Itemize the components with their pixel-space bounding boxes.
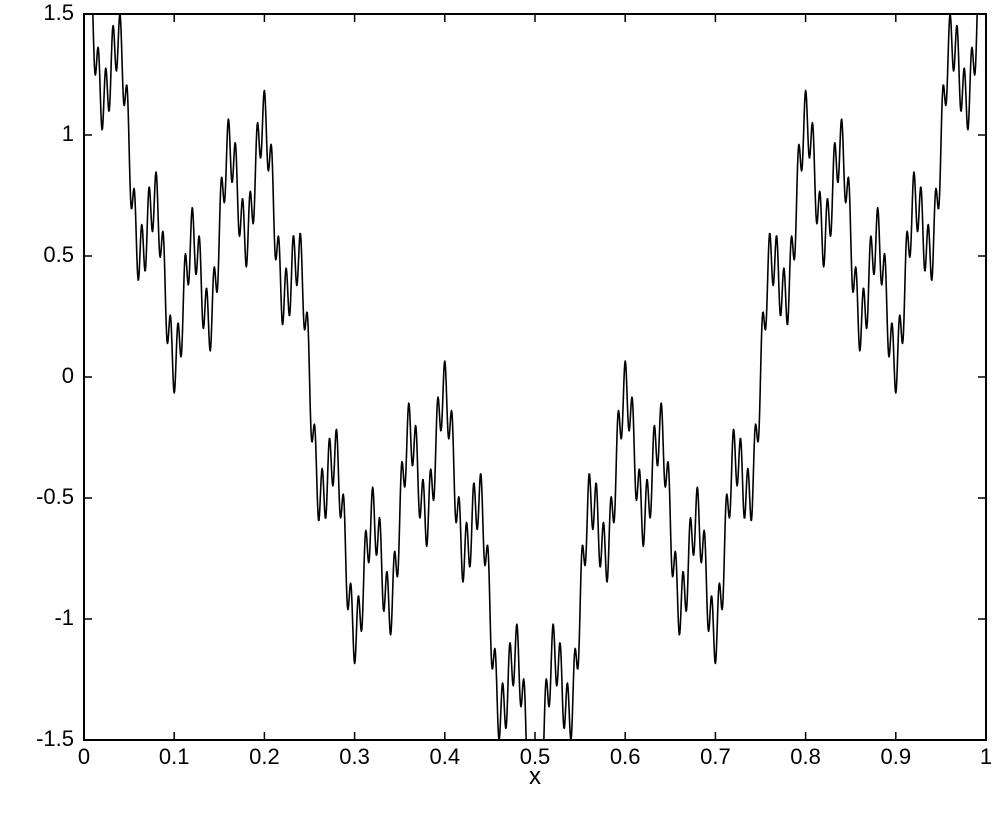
y-tick-label: -0.5 <box>36 484 74 509</box>
chart-background <box>0 0 1000 820</box>
y-tick-label: 0.5 <box>43 242 74 267</box>
x-tick-label: 0.6 <box>610 744 641 769</box>
chart-container: 0 0.1 0.2 0.3 0.4 0.5 0.6 0.7 0.8 0.9 1 -1.5 -1 -0.5 0… <box>0 0 1000 820</box>
x-tick-label: 0.7 <box>700 744 731 769</box>
y-tick-label: -1.5 <box>36 726 74 751</box>
y-tick-label: 0 <box>62 363 74 388</box>
x-tick-label: 0.9 <box>881 744 912 769</box>
x-tick-label: 1 <box>980 744 992 769</box>
y-tick-label: 1.5 <box>43 0 74 25</box>
x-tick-label: 0.8 <box>790 744 821 769</box>
x-tick-label: 0.1 <box>159 744 190 769</box>
line-chart: 0 0.1 0.2 0.3 0.4 0.5 0.6 0.7 0.8 0.9 1 -1.5 -1 -0.5 0… <box>0 0 1000 820</box>
x-tick-label: 0.4 <box>430 744 461 769</box>
y-tick-label: -1 <box>54 605 74 630</box>
x-tick-label: 0.2 <box>249 744 280 769</box>
x-tick-label: 0.3 <box>339 744 370 769</box>
x-tick-label: 0 <box>78 744 90 769</box>
y-tick-label: 1 <box>62 121 74 146</box>
x-axis-label: x <box>529 763 541 790</box>
